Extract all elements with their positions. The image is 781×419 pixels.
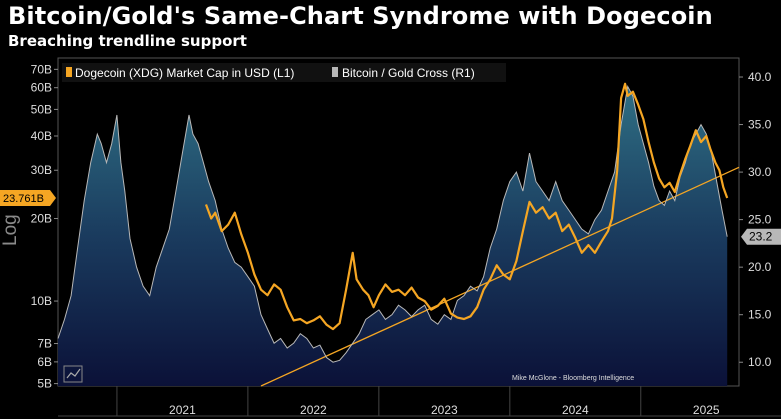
btc-gold-area xyxy=(58,86,728,386)
left-tick-label: 10B xyxy=(31,294,52,308)
left-value-tag-text: 23.761B xyxy=(3,193,44,205)
legend-label-dogecoin: Dogecoin (XDG) Market Cap in USD (L1) xyxy=(75,66,294,80)
right-value-tag-text: 23.2 xyxy=(749,230,773,244)
right-tick-label: 20.0 xyxy=(748,260,772,274)
right-value-tag: 23.2 xyxy=(741,228,781,245)
right-tick-label: 25.0 xyxy=(748,213,772,227)
left-tick-label: 70B xyxy=(31,62,52,76)
left-tick-label: 6B xyxy=(37,355,52,369)
x-tick-label: 2024 xyxy=(562,403,589,417)
left-tick-label: 40B xyxy=(31,129,52,143)
chart-subtitle: Breaching trendline support xyxy=(8,32,247,50)
btc-gold-line xyxy=(57,85,728,363)
right-tick-label: 40.0 xyxy=(748,70,772,84)
left-tick-label: 5B xyxy=(37,377,52,391)
chart-type-icon[interactable] xyxy=(63,365,83,383)
x-tick-label: 2025 xyxy=(693,403,720,417)
legend-box xyxy=(62,63,506,82)
left-tick-label: 50B xyxy=(31,102,52,116)
left-tick-label: 30B xyxy=(31,163,52,177)
right-tick-label: 30.0 xyxy=(748,165,772,179)
left-axis-label: Log xyxy=(0,214,21,246)
left-tick-label: 60B xyxy=(31,81,52,95)
left-tick-label: 20B xyxy=(31,212,52,226)
legend-swatch-dogecoin xyxy=(66,67,72,77)
left-tick-label: 7B xyxy=(37,337,52,351)
credit-text: Mike McGlone - Bloomberg Intelligence xyxy=(512,375,634,382)
legend-label-btc-gold: Bitcoin / Gold Cross (R1) xyxy=(342,66,475,80)
dogecoin-line xyxy=(204,82,729,331)
right-tick-label: 10.0 xyxy=(748,355,772,369)
x-tick-label: 2023 xyxy=(431,403,458,417)
chart-title: Bitcoin/Gold's Same-Chart Syndrome with … xyxy=(8,2,713,30)
trendline xyxy=(260,166,740,387)
x-tick-label: 2021 xyxy=(169,403,196,417)
x-tick-label: 2022 xyxy=(300,403,327,417)
right-tick-label: 35.0 xyxy=(748,118,772,132)
left-value-tag: 23.761B xyxy=(0,190,56,207)
legend-swatch-btc-gold xyxy=(332,67,338,77)
right-tick-label: 15.0 xyxy=(748,308,772,322)
